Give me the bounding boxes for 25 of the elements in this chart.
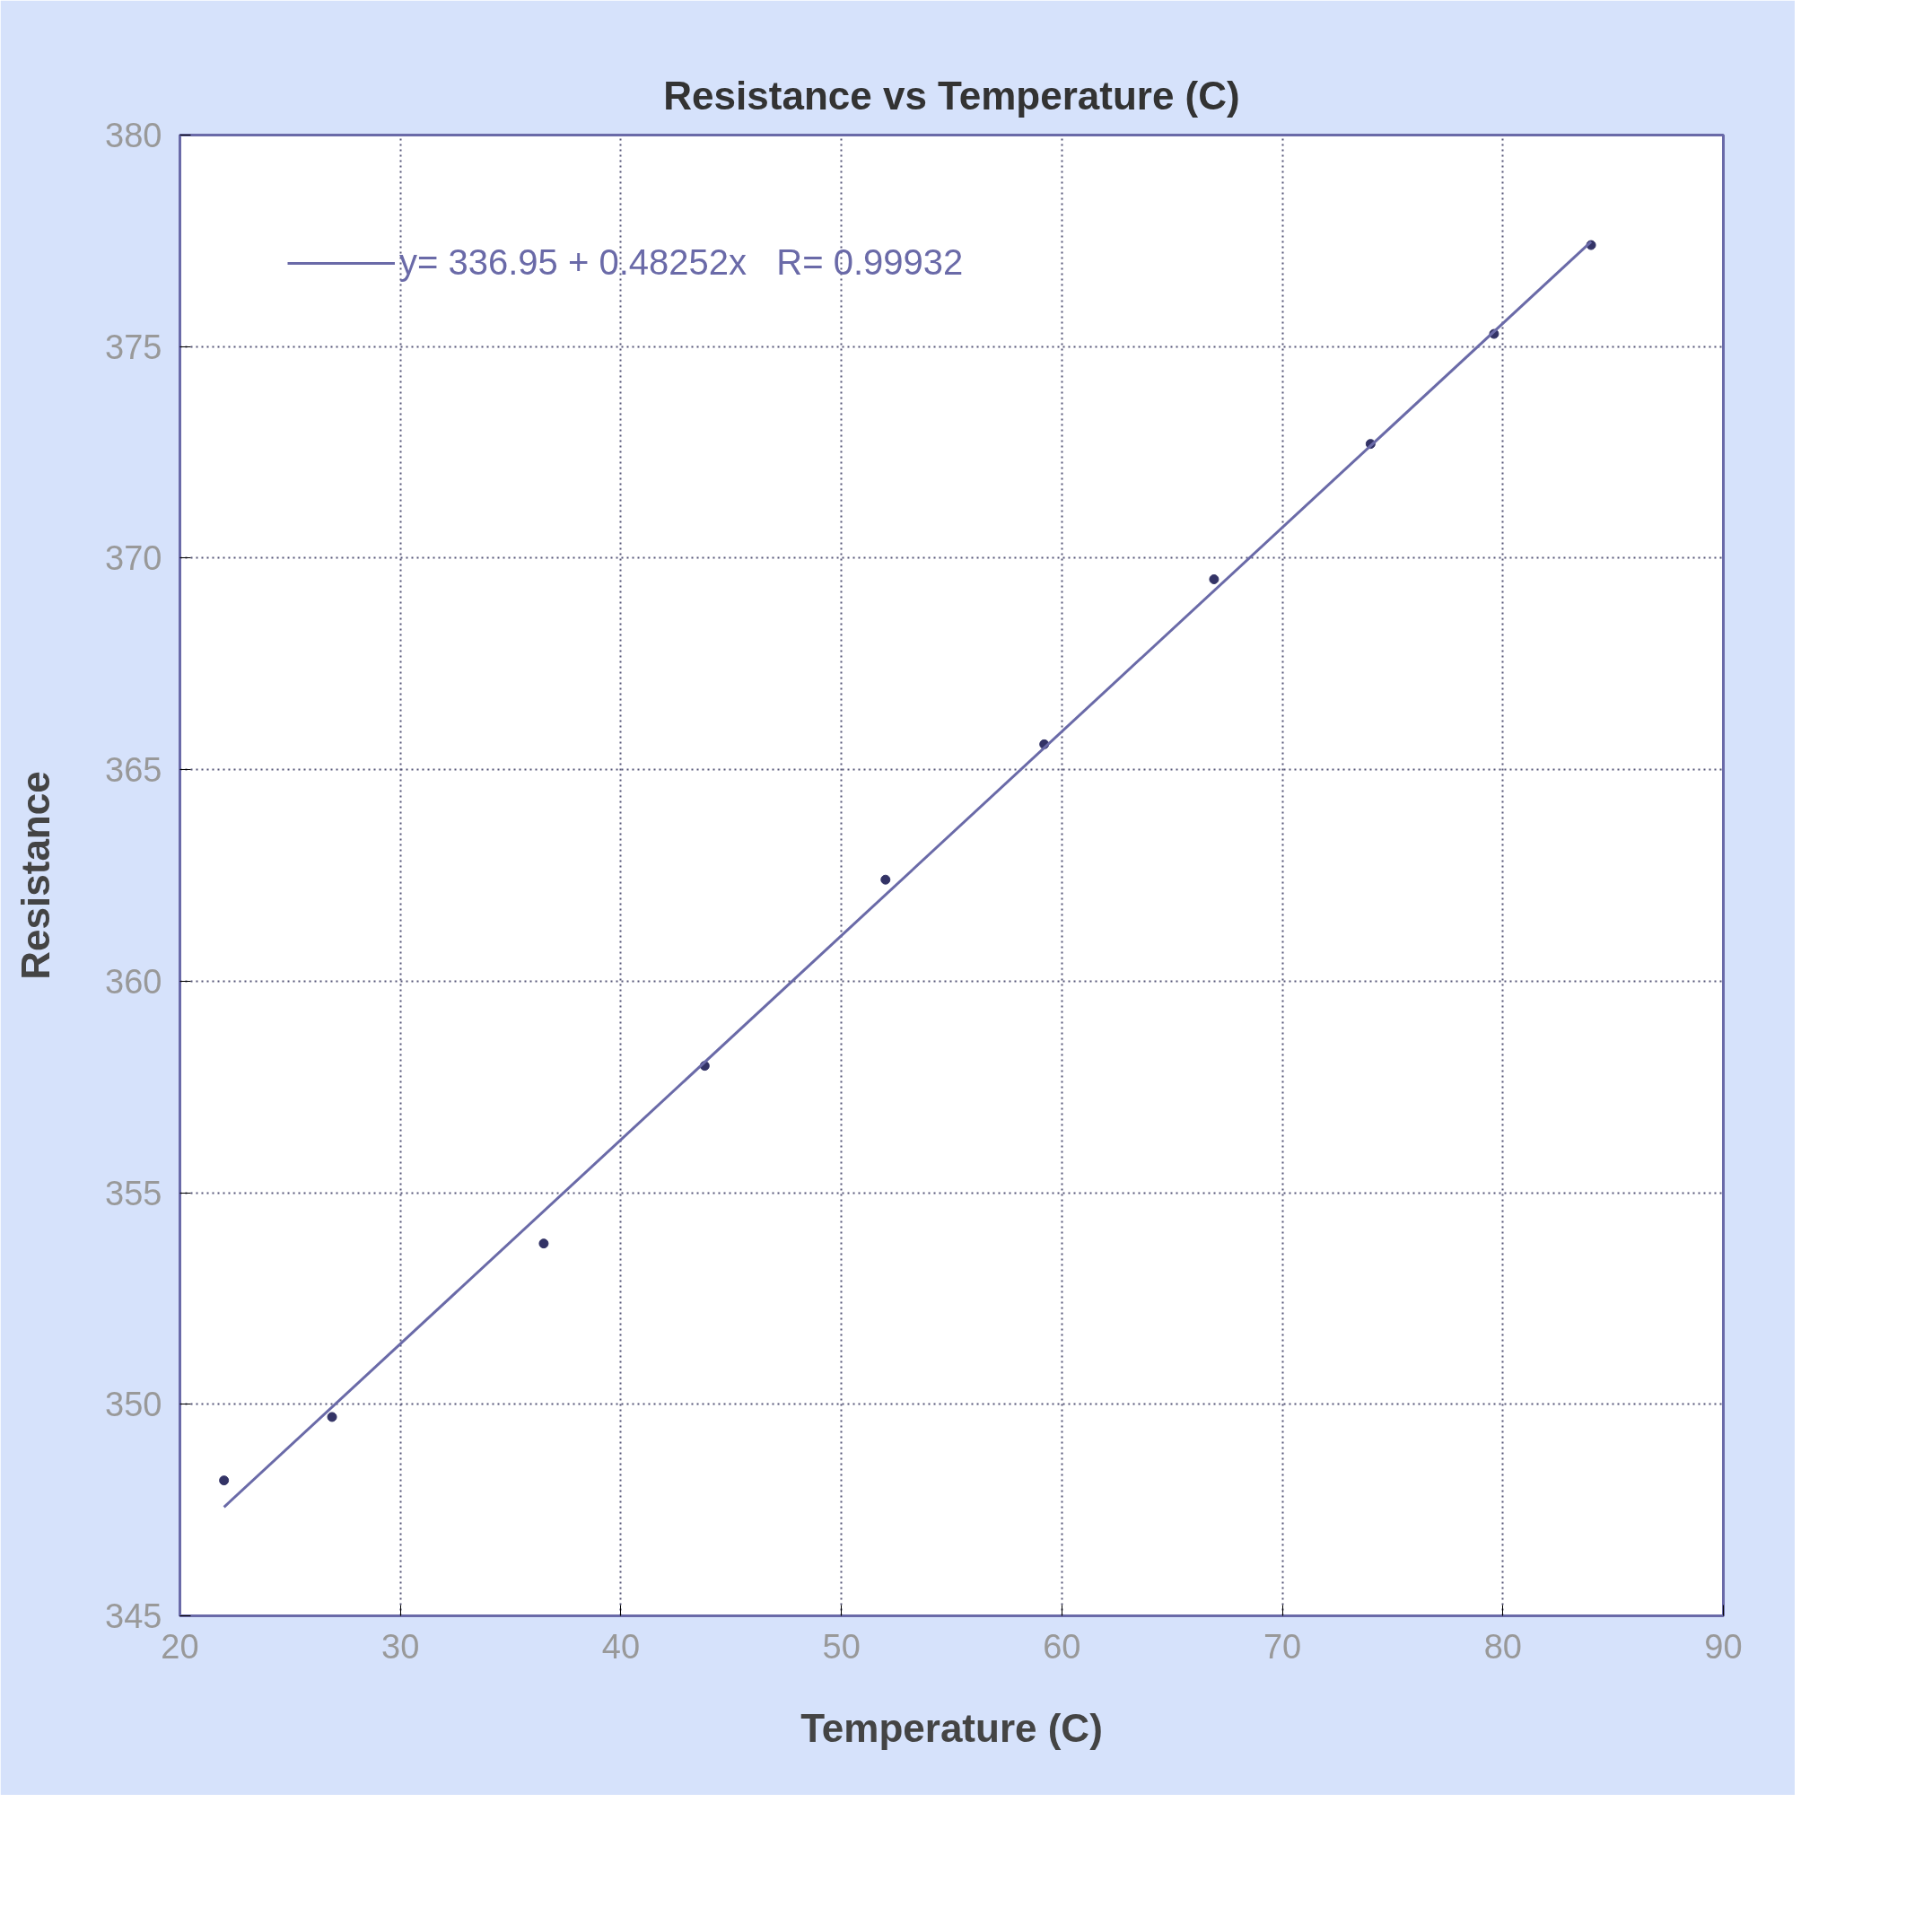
point xyxy=(538,1238,549,1249)
point xyxy=(880,874,891,885)
y-axis-title: Resistance xyxy=(13,771,58,980)
y-tick-label: 345 xyxy=(105,1597,162,1635)
x-tick-label: 70 xyxy=(1263,1627,1302,1666)
point xyxy=(327,1412,337,1422)
x-tick-label: 60 xyxy=(1043,1627,1081,1666)
chart-title: Resistance vs Temperature (C) xyxy=(663,73,1240,118)
x-tick-label: 30 xyxy=(381,1627,420,1666)
point xyxy=(1209,574,1220,584)
y-tick-label: 360 xyxy=(105,962,162,1001)
y-tick-label: 380 xyxy=(105,117,162,154)
x-tick-label: 80 xyxy=(1483,1627,1522,1666)
y-tick-label: 375 xyxy=(105,328,162,366)
y-tick-label: 365 xyxy=(105,751,162,790)
y-tick-label: 350 xyxy=(105,1386,162,1424)
x-tick-label: 50 xyxy=(822,1627,861,1666)
x-tick-label: 40 xyxy=(601,1627,641,1666)
x-axis-title: Temperature (C) xyxy=(800,1705,1103,1750)
x-tick-label: 90 xyxy=(1704,1627,1743,1666)
y-tick-label: 355 xyxy=(105,1174,162,1212)
x-tick-label: 20 xyxy=(161,1627,199,1666)
legend-label: y= 336.95 + 0.48252x R= 0.99932 xyxy=(399,242,964,283)
point xyxy=(219,1475,230,1486)
y-tick-label: 370 xyxy=(105,539,162,578)
